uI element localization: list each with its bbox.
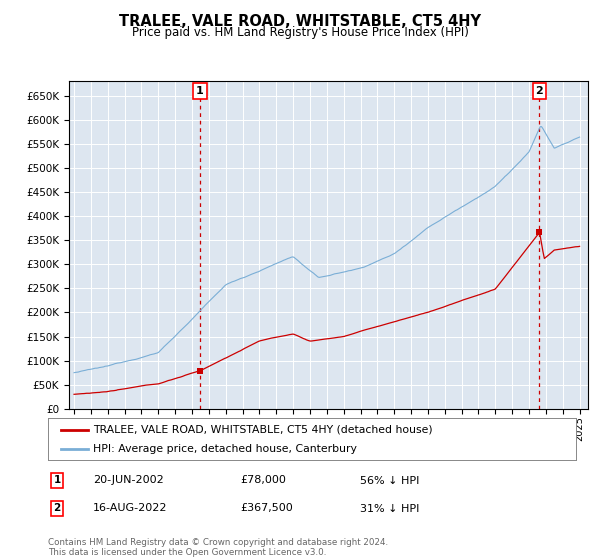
Text: 1: 1 bbox=[196, 86, 204, 96]
Text: 16-AUG-2022: 16-AUG-2022 bbox=[93, 503, 167, 514]
Text: TRALEE, VALE ROAD, WHITSTABLE, CT5 4HY: TRALEE, VALE ROAD, WHITSTABLE, CT5 4HY bbox=[119, 14, 481, 29]
Text: 31% ↓ HPI: 31% ↓ HPI bbox=[360, 503, 419, 514]
Text: 20-JUN-2002: 20-JUN-2002 bbox=[93, 475, 164, 486]
Text: Price paid vs. HM Land Registry's House Price Index (HPI): Price paid vs. HM Land Registry's House … bbox=[131, 26, 469, 39]
Text: TRALEE, VALE ROAD, WHITSTABLE, CT5 4HY (detached house): TRALEE, VALE ROAD, WHITSTABLE, CT5 4HY (… bbox=[93, 424, 433, 435]
Text: 2: 2 bbox=[536, 86, 544, 96]
Text: £78,000: £78,000 bbox=[240, 475, 286, 486]
Text: HPI: Average price, detached house, Canterbury: HPI: Average price, detached house, Cant… bbox=[93, 444, 357, 454]
Text: £367,500: £367,500 bbox=[240, 503, 293, 514]
Text: 56% ↓ HPI: 56% ↓ HPI bbox=[360, 475, 419, 486]
Text: 1: 1 bbox=[53, 475, 61, 486]
Text: Contains HM Land Registry data © Crown copyright and database right 2024.
This d: Contains HM Land Registry data © Crown c… bbox=[48, 538, 388, 557]
Text: 2: 2 bbox=[53, 503, 61, 514]
